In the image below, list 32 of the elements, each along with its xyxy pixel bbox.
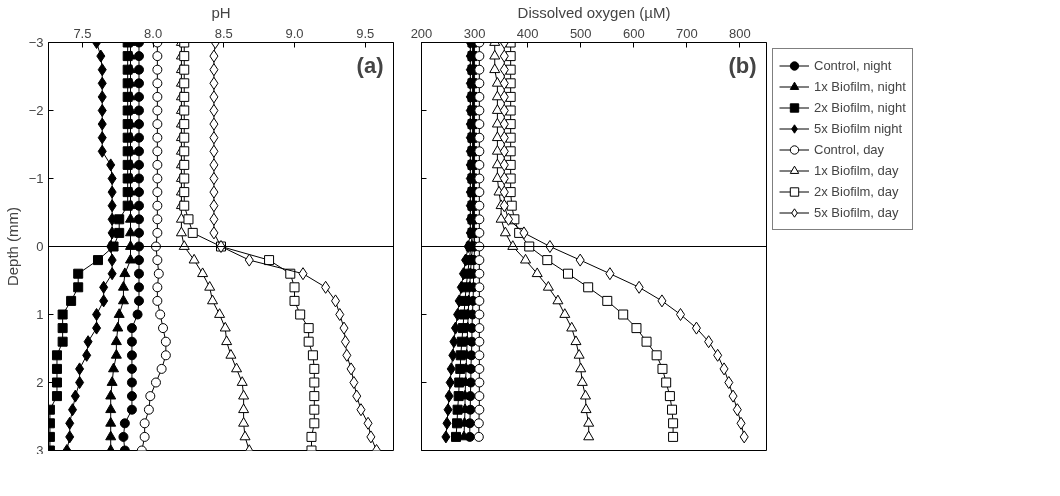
x-tick-label: 800 <box>729 25 751 41</box>
legend-label: 1x Biofilm, day <box>814 162 899 180</box>
y-axis-title: Depth (mm) <box>3 206 21 287</box>
y-tick-label: 0 <box>36 239 44 254</box>
annotation: (a) <box>356 52 384 78</box>
y-tick-label: −3 <box>28 35 44 50</box>
y-tick-label: −2 <box>28 103 44 118</box>
x-tick-label: 600 <box>622 25 645 41</box>
legend-label: 1x Biofilm, night <box>814 78 906 96</box>
x-tick-label: 7.5 <box>73 25 92 41</box>
annotation: (b) <box>728 52 757 78</box>
x-tick-label: 9.0 <box>285 25 304 41</box>
y-tick-label: −1 <box>28 171 44 186</box>
x-tick-label: 8.5 <box>214 25 233 41</box>
x-tick-label: 400 <box>516 25 539 41</box>
x-tick-label: 300 <box>463 25 486 41</box>
x-tick-label: 700 <box>676 25 698 41</box>
legend-label: 5x Biofilm, day <box>814 204 899 222</box>
y-tick-label: 1 <box>36 307 44 322</box>
x-tick-label: 9.5 <box>356 25 375 41</box>
x-tick-label: 8.0 <box>144 25 163 41</box>
x-axis-title: Dissolved oxygen (µM) <box>517 3 671 21</box>
legend-label: Control, day <box>814 141 885 159</box>
x-tick-label: 500 <box>569 25 592 41</box>
y-tick-label: 2 <box>36 375 44 390</box>
legend-label: Control, night <box>814 57 892 75</box>
x-tick-label: 200 <box>410 25 433 41</box>
x-axis-title: pH <box>211 3 231 21</box>
legend-label: 5x Biofilm night <box>814 120 903 138</box>
legend-label: 2x Biofilm, day <box>814 183 899 201</box>
y-tick-label: 3 <box>36 442 44 458</box>
legend-label: 2x Biofilm, night <box>814 99 906 117</box>
